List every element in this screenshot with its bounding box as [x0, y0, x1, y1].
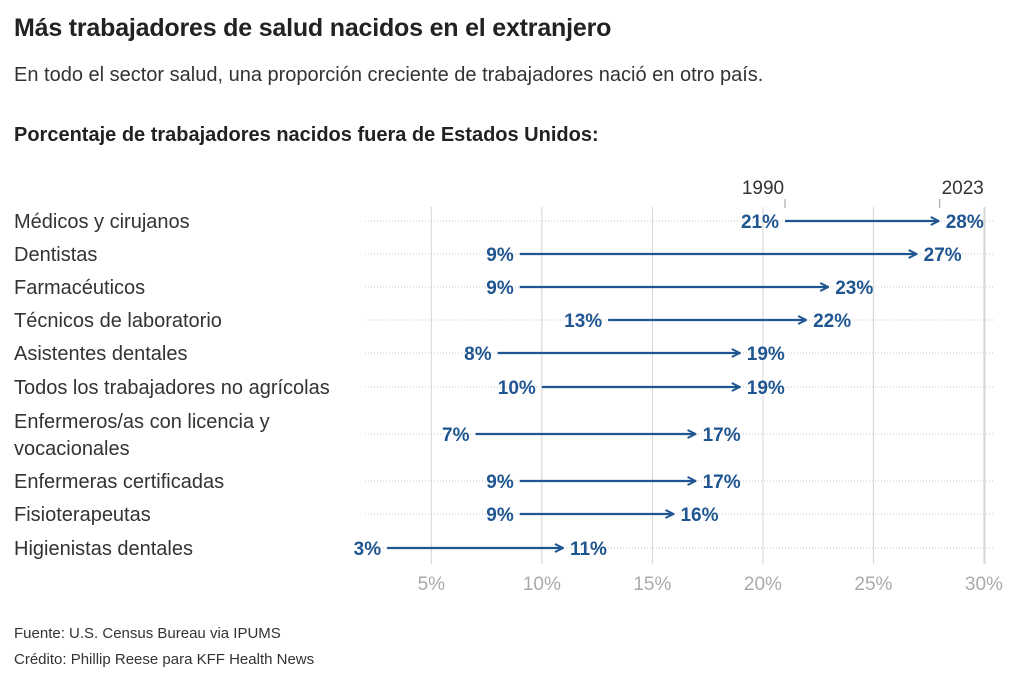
category-label: Todos los trabajadores no agrícolas [14, 377, 330, 399]
value-label-end: 19% [747, 344, 785, 365]
category-label: Farmacéuticos [14, 277, 145, 299]
value-label-start: 9% [486, 245, 514, 266]
value-label-start: 8% [464, 344, 492, 365]
value-label-start: 7% [442, 425, 470, 446]
value-label-end: 17% [703, 425, 741, 446]
category-label: Asistentes dentales [14, 343, 187, 365]
value-label-start: 3% [354, 539, 382, 560]
x-tick-label: 25% [854, 574, 892, 595]
value-label-start: 13% [564, 311, 602, 332]
category-label: Enfermeras certificadas [14, 471, 224, 493]
value-label-start: 9% [486, 505, 514, 526]
source-note: Fuente: U.S. Census Bureau via IPUMS [14, 625, 281, 642]
arrow-chart: 5% 10% 15% 20% 25% 30% 1990 2023 Médicos y ciruj… [14, 178, 1003, 595]
year-header-end: 2023 [942, 178, 984, 199]
year-header-start: 1990 [742, 178, 784, 199]
value-label-end: 22% [813, 311, 851, 332]
x-tick-label: 10% [523, 574, 561, 595]
value-label-end: 11% [570, 539, 607, 560]
value-label-end: 19% [747, 378, 785, 399]
value-label-end: 28% [946, 212, 984, 233]
value-label-end: 16% [680, 505, 718, 526]
x-tick-label: 30% [965, 574, 1003, 595]
value-label-start: 21% [741, 212, 779, 233]
x-tick-label: 5% [418, 574, 446, 595]
value-label-end: 17% [703, 472, 741, 493]
chart-subtitle: En todo el sector salud, una proporción … [14, 64, 764, 86]
category-label: Higienistas dentales [14, 538, 193, 560]
category-label: vocacionales [14, 438, 130, 460]
category-label: Enfermeros/as con licencia y [14, 411, 270, 433]
credit-note: Crédito: Phillip Reese para KFF Health N… [14, 651, 315, 668]
value-label-start: 9% [486, 278, 514, 299]
chart-heading: Porcentaje de trabajadores nacidos fuera… [14, 124, 599, 146]
value-label-start: 10% [498, 378, 536, 399]
value-label-end: 27% [924, 245, 962, 266]
category-label: Fisioterapeutas [14, 504, 151, 526]
x-tick-label: 15% [633, 574, 671, 595]
category-label: Médicos y cirujanos [14, 211, 190, 233]
category-label: Técnicos de laboratorio [14, 310, 222, 332]
chart-title: Más trabajadores de salud nacidos en el … [14, 14, 612, 42]
value-label-start: 9% [486, 472, 514, 493]
category-label: Dentistas [14, 244, 97, 266]
value-label-end: 23% [835, 278, 873, 299]
x-tick-label: 20% [744, 574, 782, 595]
